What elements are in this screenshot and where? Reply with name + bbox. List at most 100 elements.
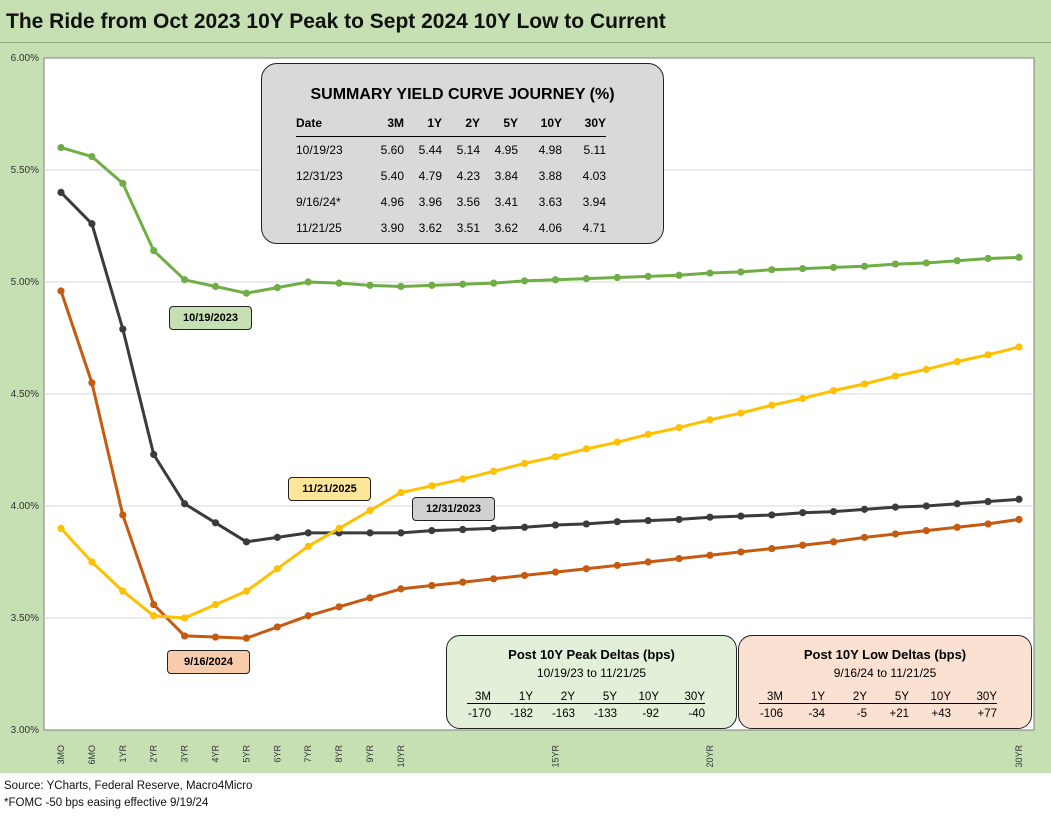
series-point-10-19-2023 xyxy=(613,273,621,282)
series-point-11-21-2025 xyxy=(211,600,220,609)
series-point-12-31-2023 xyxy=(706,513,714,521)
series-point-12-31-2023 xyxy=(242,538,251,546)
series-point-11-21-2025 xyxy=(891,372,899,380)
summary-header-cell: 5Y xyxy=(480,116,518,137)
low-deltas-header-cell: 3M xyxy=(759,691,783,704)
source-note: Source: YCharts, Federal Reserve, Macro4… xyxy=(4,780,253,792)
series-point-10-19-2023 xyxy=(1015,253,1023,261)
y-tick-label: 5.00% xyxy=(11,277,39,288)
series-point-9-16-2024 xyxy=(675,555,683,563)
x-tick-label: 4YR xyxy=(211,745,221,763)
summary-cell: 5.60 xyxy=(380,143,404,157)
title-divider xyxy=(0,42,1051,43)
series-point-10-19-2023 xyxy=(737,268,745,276)
series-point-10-19-2023 xyxy=(582,275,590,283)
series-point-9-16-2024 xyxy=(1015,515,1023,524)
series-point-9-16-2024 xyxy=(520,571,529,580)
series-label-9-16-2024: 9/16/2024 xyxy=(167,650,250,674)
x-tick-label: 3YR xyxy=(180,745,190,763)
series-point-11-21-2025 xyxy=(397,488,405,497)
peak-deltas-header-cell: 10Y xyxy=(617,691,659,704)
summary-cell: 4.23 xyxy=(456,169,480,183)
series-point-11-21-2025 xyxy=(829,387,838,395)
summary-row: 10/19/23 5.60 5.44 5.14 4.95 4.98 5.11 xyxy=(296,137,606,164)
summary-cell: 3.41 xyxy=(494,195,518,209)
series-point-11-21-2025 xyxy=(242,587,251,595)
series-point-11-21-2025 xyxy=(922,365,930,373)
peak-deltas-header-row: 3M 1Y 2Y 5Y 10Y 30Y xyxy=(467,691,705,704)
series-point-11-21-2025 xyxy=(1015,343,1023,351)
series-point-10-19-2023 xyxy=(181,276,189,284)
y-axis-ticks: 3.00% 3.50% 4.00% 4.50% 5.00% 5.50% 6.00% xyxy=(11,53,39,736)
series-point-12-31-2023 xyxy=(675,515,683,524)
summary-header-cell: 2Y xyxy=(442,116,480,137)
low-deltas-table: 3M 1Y 2Y 5Y 10Y 30Y -106 -34 -5 +21 +43 +77 xyxy=(759,691,997,720)
summary-table-box: SUMMARY YIELD CURVE JOURNEY (%) Date 3M 1Y… xyxy=(261,63,664,244)
summary-cell: 4.95 xyxy=(494,143,518,157)
series-point-11-21-2025 xyxy=(150,612,158,620)
summary-cell: 3.62 xyxy=(494,221,518,235)
series-line-9-16-2024 xyxy=(59,290,1020,640)
series-point-12-31-2023 xyxy=(520,523,529,531)
summary-cell: 3.63 xyxy=(538,195,562,209)
summary-cell: 3.96 xyxy=(418,195,442,209)
series-point-10-19-2023 xyxy=(860,262,869,270)
series-point-11-21-2025 xyxy=(335,524,343,533)
summary-cell: 3.56 xyxy=(456,195,480,209)
low-deltas-title: Post 10Y Low Deltas (bps) xyxy=(803,647,967,662)
series-point-9-16-2024 xyxy=(119,511,127,519)
series-point-10-19-2023 xyxy=(119,179,127,188)
series-point-9-16-2024 xyxy=(428,581,436,590)
series-point-12-31-2023 xyxy=(891,503,899,511)
series-point-12-31-2023 xyxy=(366,529,374,537)
series-point-9-16-2024 xyxy=(273,623,281,631)
x-tick-label: 6MO xyxy=(87,745,97,765)
series-point-9-16-2024 xyxy=(88,379,96,387)
summary-cell: 5.44 xyxy=(418,143,442,157)
series-point-10-19-2023 xyxy=(397,282,405,291)
summary-cell: 5.14 xyxy=(456,143,480,157)
series-point-12-31-2023 xyxy=(490,524,498,533)
series-point-12-31-2023 xyxy=(304,529,312,537)
series-point-10-19-2023 xyxy=(304,278,312,286)
series-point-10-19-2023 xyxy=(57,144,65,152)
low-deltas-value-cell: -5 xyxy=(856,708,867,720)
peak-deltas-value-cell: -92 xyxy=(642,708,659,720)
series-point-9-16-2024 xyxy=(984,520,992,528)
series-point-11-21-2025 xyxy=(428,482,436,490)
low-deltas-value-cell: +21 xyxy=(889,708,909,720)
x-axis-ticks: 3MO 6MO 1YR 2YR 3YR 4YR 5YR 6YR 7YR 8YR 9YR 10YR 15Y… xyxy=(56,745,1024,768)
low-deltas-value-cell: +43 xyxy=(931,708,951,720)
summary-cell: 5.11 xyxy=(583,143,606,157)
series-point-12-31-2023 xyxy=(181,500,189,508)
series-point-11-21-2025 xyxy=(706,416,714,424)
series-point-10-19-2023 xyxy=(953,257,961,265)
y-tick-label: 4.00% xyxy=(11,501,39,512)
low-deltas-subtitle: 9/16/24 to 11/21/25 xyxy=(833,666,937,680)
peak-deltas-header-cell: 30Y xyxy=(659,691,705,704)
series-point-11-21-2025 xyxy=(57,524,65,533)
low-deltas-header-cell: 5Y xyxy=(867,691,909,704)
summary-cell: 4.98 xyxy=(538,143,562,157)
series-point-12-31-2023 xyxy=(1015,495,1023,503)
series-point-11-21-2025 xyxy=(459,475,467,483)
summary-cell: 11/21/25 xyxy=(296,221,342,235)
series-point-11-21-2025 xyxy=(799,394,807,403)
series-point-9-16-2024 xyxy=(891,530,899,538)
series-point-9-16-2024 xyxy=(768,544,776,553)
series-point-12-31-2023 xyxy=(582,520,590,528)
series-point-9-16-2024 xyxy=(829,538,838,546)
series-point-10-19-2023 xyxy=(799,264,807,273)
series-point-11-21-2025 xyxy=(520,459,529,468)
low-deltas-value-cell: -34 xyxy=(808,708,825,720)
series-point-9-16-2024 xyxy=(366,594,374,602)
fomc-note: *FOMC -50 bps easing effective 9/19/24 xyxy=(4,797,209,809)
series-point-11-21-2025 xyxy=(953,357,961,366)
series-point-12-31-2023 xyxy=(459,525,467,534)
series-point-10-19-2023 xyxy=(520,277,529,285)
series-point-12-31-2023 xyxy=(953,500,961,508)
summary-row: 11/21/25 3.90 3.62 3.51 3.62 4.06 4.71 xyxy=(296,215,606,241)
series-point-11-21-2025 xyxy=(119,587,127,595)
series-point-12-31-2023 xyxy=(860,505,869,513)
series-line-10-19-2023 xyxy=(60,146,1020,295)
